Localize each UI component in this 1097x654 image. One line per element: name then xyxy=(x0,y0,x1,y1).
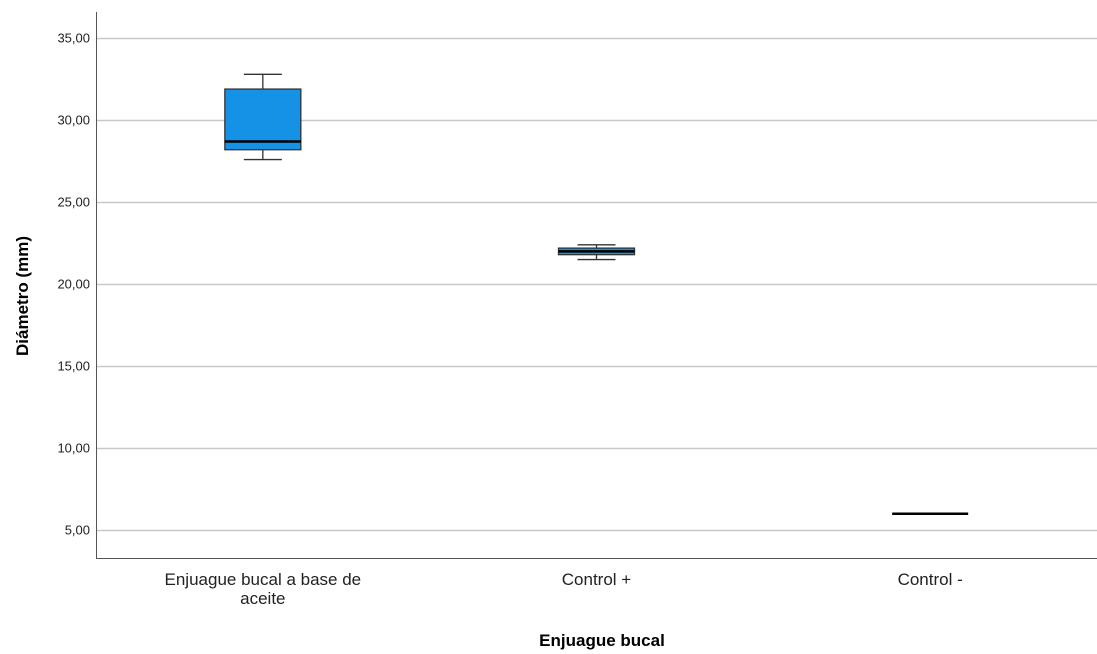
x-category-label-line: Control - xyxy=(898,570,963,589)
x-category-label: Control + xyxy=(562,570,632,589)
box-group xyxy=(224,73,302,161)
y-tick-label: 30,00 xyxy=(57,113,90,128)
y-tick-labels: 5,00 10,00 15,00 20,00 25,00 30,00 35,00 xyxy=(57,31,90,538)
y-tick-label: 35,00 xyxy=(57,31,90,46)
box xyxy=(224,88,302,151)
x-category-label-line: Enjuague bucal a base de xyxy=(165,570,362,589)
x-category-labels: Enjuague bucal a base de aceite Control + C… xyxy=(165,570,963,608)
y-tick-label: 25,00 xyxy=(57,195,90,210)
y-axis-title: Diámetro (mm) xyxy=(13,236,32,356)
x-category-label-line: Control + xyxy=(562,570,632,589)
y-tick-label: 10,00 xyxy=(57,441,90,456)
x-axis-title: Enjuague bucal xyxy=(539,631,665,650)
x-category-label: Control - xyxy=(898,570,963,589)
y-tick-label: 20,00 xyxy=(57,277,90,292)
x-category-label: Enjuague bucal a base de aceite xyxy=(165,570,362,608)
axes xyxy=(96,12,1097,559)
x-category-label-line: aceite xyxy=(240,589,285,608)
boxes xyxy=(224,73,969,515)
y-tick-label: 5,00 xyxy=(65,523,90,538)
y-tick-label: 15,00 xyxy=(57,359,90,374)
box-group xyxy=(557,244,636,261)
